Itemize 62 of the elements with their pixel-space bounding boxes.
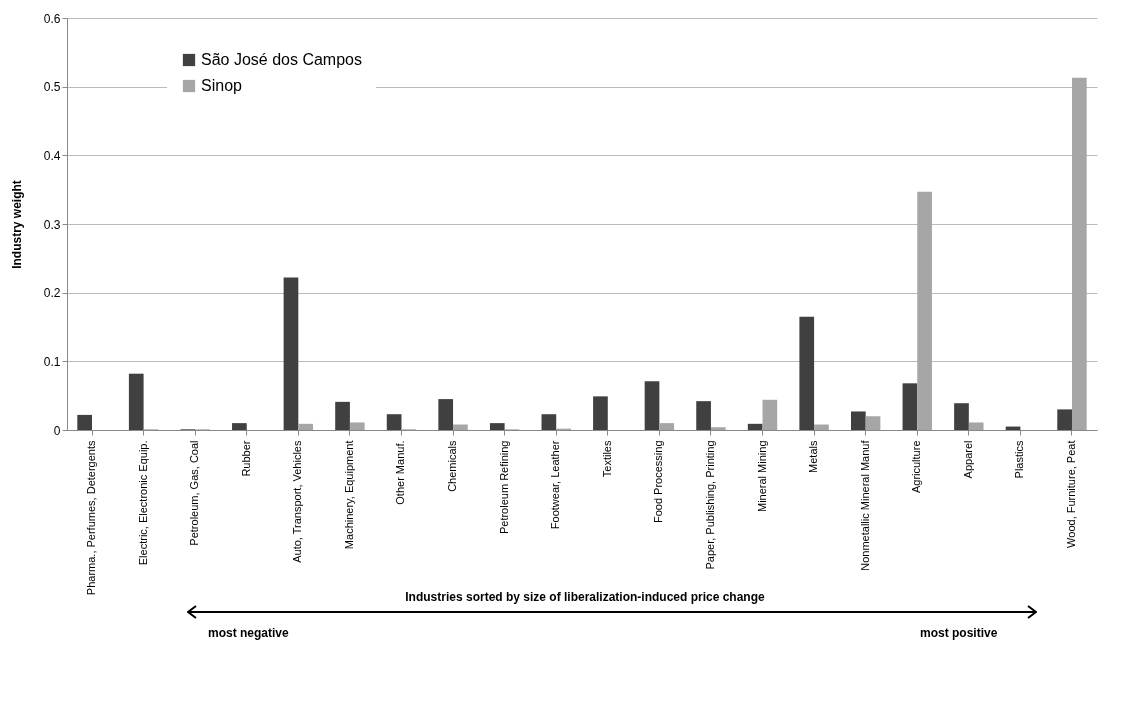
x-tick-label: Petroleum, Gas, Coal <box>188 440 201 546</box>
x-tick-label: Plastics <box>1013 440 1026 479</box>
x-tick-label: Apparel <box>961 440 974 479</box>
bar <box>799 316 815 430</box>
bar <box>1057 409 1072 430</box>
bar <box>453 424 468 430</box>
bar <box>298 423 314 430</box>
x-tick-label: Machinery, Equipment <box>342 440 355 550</box>
bar <box>349 422 365 430</box>
bar <box>1071 77 1087 430</box>
y-tick-label: 0.6 <box>43 11 61 26</box>
bar <box>77 414 93 430</box>
bar <box>128 373 144 430</box>
y-tick-label: 0.5 <box>43 80 61 95</box>
x-tick-label: Rubber <box>239 440 252 477</box>
x-tick-label: Metals <box>807 440 820 473</box>
bar <box>917 191 932 430</box>
bar <box>696 401 711 430</box>
x-tick-label: Pharma., Perfumes, Detergents <box>85 440 98 596</box>
bar <box>232 423 247 430</box>
x-tick-label: Chemicals <box>446 440 459 492</box>
x-tick-label: Paper, Publishing, Printing <box>703 440 716 570</box>
y-tick-label: 0.4 <box>43 148 61 163</box>
y-tick-label: 0.1 <box>43 354 61 369</box>
x-tick-label: Nonmetallic Mineral Manuf <box>858 439 871 571</box>
x-tick-label: Other Manuf. <box>394 440 407 505</box>
text: Industries sorted by size of liberalization-induced price change <box>405 590 765 604</box>
legend-label: Sinop <box>201 77 243 94</box>
x-tick-label: Footwear, Leather <box>549 440 562 530</box>
bar <box>814 424 829 430</box>
x-tick-label: Auto, Transport, Vehicles <box>291 440 304 563</box>
bar <box>968 422 984 430</box>
bar <box>283 277 299 430</box>
x-tick-label: Agriculture <box>910 440 923 494</box>
y-tick-label: 0.3 <box>43 217 61 232</box>
bar <box>659 423 675 430</box>
text: most negative <box>208 626 289 640</box>
x-tick-label: Textiles <box>600 440 613 478</box>
bar <box>593 396 608 430</box>
text: most positive <box>920 626 998 640</box>
legend-label: São José dos Campos <box>201 51 362 68</box>
y-tick-label: 0 <box>53 423 61 438</box>
bar <box>865 416 881 430</box>
bar <box>386 414 402 430</box>
x-tick-label: Electric, Electronic Equip. <box>136 440 149 566</box>
bar <box>438 399 454 430</box>
bar <box>850 411 866 430</box>
x-tick-label: Wood, Furniture, Peat <box>1064 440 1077 548</box>
x-tick-label: Petroleum Refining <box>497 440 510 535</box>
y-axis-title: Industry weight <box>9 180 24 269</box>
bar <box>644 381 660 430</box>
bar <box>489 423 505 430</box>
y-tick-label: 0.2 <box>43 286 61 301</box>
bar <box>954 403 969 430</box>
bar <box>335 401 350 430</box>
bar <box>747 423 763 430</box>
x-tick-label: Food Processing <box>652 440 665 524</box>
bar <box>541 414 557 430</box>
bar <box>710 427 726 430</box>
bar <box>902 383 918 430</box>
bar <box>762 399 778 430</box>
x-tick-label: Mineral Mining <box>755 440 768 513</box>
